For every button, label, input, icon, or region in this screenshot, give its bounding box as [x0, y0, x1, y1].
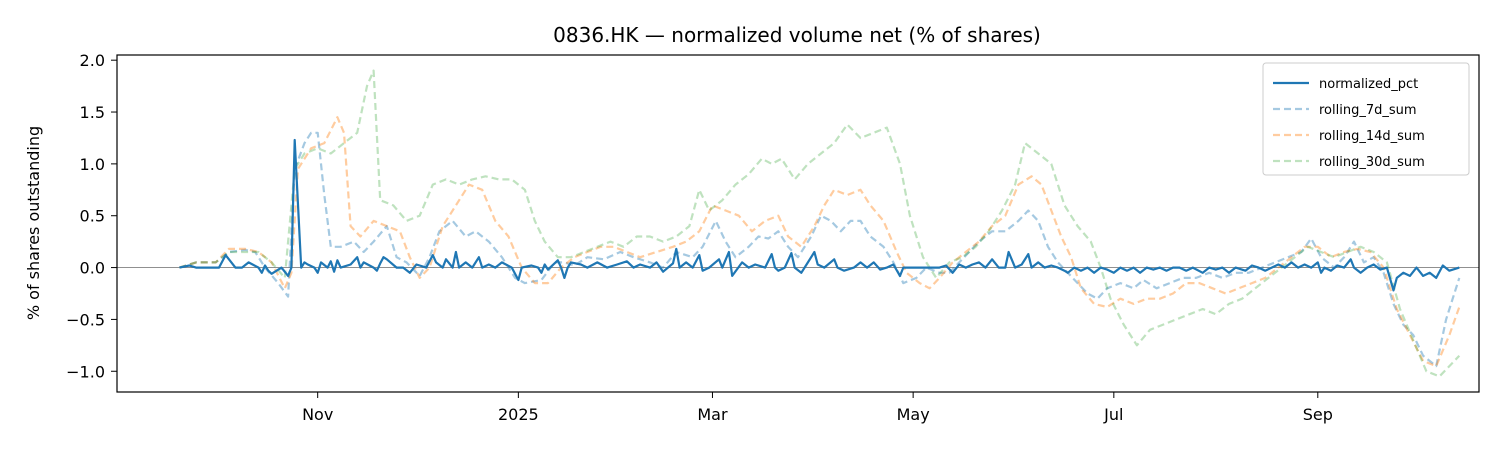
- x-tick-label-jul: Jul: [1103, 405, 1123, 424]
- legend-label-rolling-7d-sum: rolling_7d_sum: [1319, 103, 1417, 118]
- y-tick-label-0-5: −0.5: [66, 310, 105, 329]
- x-tick-label-nov: Nov: [302, 405, 333, 424]
- y-tick-label-0-5: 0.5: [80, 207, 105, 226]
- legend-box: [1262, 62, 1470, 176]
- x-tick-label-mar: Mar: [697, 405, 728, 424]
- x-tick-label-may: May: [897, 405, 930, 424]
- y-tick-label-1-5: 1.5: [80, 103, 105, 122]
- legend-label-rolling-30d-sum: rolling_30d_sum: [1319, 155, 1425, 170]
- y-tick-label-1: 1.0: [80, 155, 105, 174]
- series-line-rolling-14d-sum: [179, 116, 1461, 368]
- legend: normalized_pct rolling_7d_sum rolling_14d_…: [1262, 62, 1470, 176]
- y-axis: −1.0 −0.5 0.0 0.5 1.0 1.5 2.0: [66, 51, 117, 381]
- series-layer: [179, 69, 1461, 378]
- chart-title: 0836.HK — normalized volume net (% of sh…: [553, 23, 1041, 47]
- series-line-rolling-7d-sum: [179, 131, 1461, 368]
- series-line-rolling-30d-sum: [179, 69, 1461, 378]
- y-tick-label-1: −1.0: [66, 362, 105, 381]
- series-line-normalized-pct: [179, 138, 1460, 292]
- legend-label-normalized-pct: normalized_pct: [1319, 77, 1418, 92]
- y-tick-label-2: 2.0: [80, 51, 105, 70]
- x-tick-label-2025: 2025: [498, 405, 539, 424]
- x-axis: Nov 2025 Mar May Jul Sep: [302, 392, 1333, 424]
- legend-label-rolling-14d-sum: rolling_14d_sum: [1319, 129, 1425, 144]
- plot-frame: [116, 54, 1480, 393]
- y-axis-label: % of shares outstanding: [24, 126, 43, 320]
- y-tick-label-0: 0.0: [80, 259, 105, 278]
- x-tick-label-sep: Sep: [1303, 405, 1333, 424]
